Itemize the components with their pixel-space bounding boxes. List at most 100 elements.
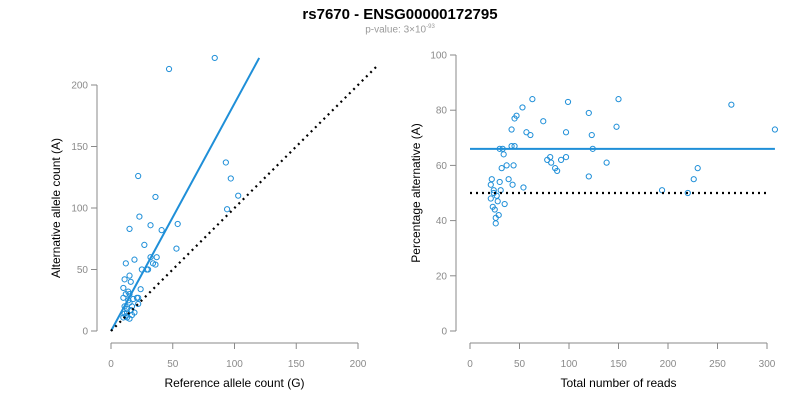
left-data-point <box>120 294 127 301</box>
p-value-exponent: -93 <box>426 24 435 30</box>
left-data-point <box>141 241 148 248</box>
left-data-point <box>147 222 154 229</box>
p-value-text: p-value: 3×10 <box>365 24 427 36</box>
left-y-tick-label: 200 <box>71 81 88 92</box>
left-data-point <box>122 260 129 267</box>
right-data-point <box>694 165 701 172</box>
right-data-point <box>615 96 622 103</box>
left-data-point <box>131 309 138 316</box>
right-data-point <box>496 178 503 186</box>
right-x-axis-title: Total number of reads <box>560 376 676 390</box>
left-data-point <box>223 206 231 213</box>
right-data-point <box>519 104 526 111</box>
right-data-point <box>588 131 595 139</box>
left-data-point <box>173 245 180 252</box>
left-data-point <box>152 193 159 201</box>
left-data-point <box>135 300 142 308</box>
right-x-tick-label: 200 <box>660 359 677 370</box>
left-y-axis-title: Alternative allele count (A) <box>49 138 63 278</box>
right-data-point <box>547 154 554 161</box>
left-x-tick-label: 150 <box>288 359 305 370</box>
right-data-point <box>487 195 494 202</box>
right-x-tick-label: 250 <box>709 359 726 370</box>
left-x-tick-label: 50 <box>167 359 179 370</box>
right-data-point <box>500 151 507 158</box>
left-data-point <box>158 227 165 234</box>
right-data-point <box>490 189 497 197</box>
right-data-point <box>503 162 510 169</box>
right-data-point <box>585 109 592 117</box>
right-data-point <box>771 126 779 133</box>
right-data-point <box>520 184 527 191</box>
right-data-point <box>690 176 697 183</box>
right-data-point <box>684 189 691 197</box>
left-y-tick-label: 50 <box>77 265 89 276</box>
right-data-point <box>505 176 512 183</box>
left-x-axis-title: Reference allele count (G) <box>164 376 304 390</box>
right-data-point <box>529 96 536 103</box>
left-y-tick-label: 150 <box>71 142 88 153</box>
right-data-point <box>613 123 620 130</box>
right-data-point <box>540 118 547 125</box>
left-data-point <box>136 213 143 220</box>
right-x-tick-label: 50 <box>514 359 526 370</box>
right-data-point <box>585 173 592 180</box>
right-data-point <box>492 220 499 227</box>
left-data-point <box>120 284 127 292</box>
left-data-point <box>153 254 160 261</box>
right-data-point <box>564 98 572 106</box>
left-data-point <box>123 305 131 312</box>
right-x-tick-label: 0 <box>467 359 473 370</box>
right-x-tick-label: 100 <box>561 359 578 370</box>
right-y-tick-label: 80 <box>436 106 448 117</box>
left-reference-line <box>110 63 378 332</box>
left-data-point <box>131 256 138 263</box>
left-x-tick-label: 200 <box>350 359 367 370</box>
right-data-point <box>487 181 494 188</box>
left-x-tick-label: 100 <box>226 359 243 370</box>
right-data-point <box>509 181 516 188</box>
left-data-point <box>120 314 127 321</box>
left-data-point <box>174 220 181 228</box>
left-y-tick-label: 0 <box>82 327 88 338</box>
right-data-point <box>554 167 561 175</box>
left-data-point <box>211 54 218 62</box>
right-scatter-panel: 0 20 40 60 80 100 0 50 100 150 200 250 300 Total numb… <box>409 51 779 390</box>
left-data-point <box>152 261 159 268</box>
right-y-tick-label: 100 <box>430 51 447 62</box>
left-data-point <box>227 175 234 182</box>
right-y-tick-label: 20 <box>436 271 448 282</box>
right-data-point <box>728 101 735 108</box>
left-data-point <box>135 294 142 301</box>
right-data-point <box>548 159 555 166</box>
left-data-point <box>126 272 133 279</box>
left-data-point <box>121 276 128 283</box>
right-y-tick-label: 60 <box>436 161 448 172</box>
right-data-point <box>557 156 565 163</box>
right-y-axis-title: Percentage alternative (A) <box>409 123 423 262</box>
left-data-point <box>235 192 242 199</box>
right-data-point <box>513 112 520 119</box>
right-data-point <box>489 203 496 210</box>
right-data-point <box>508 126 515 133</box>
right-data-point <box>494 198 501 205</box>
right-x-tick-label: 300 <box>759 359 776 370</box>
left-data-point <box>126 225 133 233</box>
left-x-tick-label: 0 <box>108 359 114 370</box>
chart-title: rs7670 - ENSG00000172795 <box>302 6 498 23</box>
left-fit-line <box>110 57 261 332</box>
right-data-point <box>490 187 497 194</box>
left-data-point <box>135 172 142 180</box>
left-scatter-panel: 0 50 100 150 200 0 50 100 150 200 Reference allele… <box>49 54 378 390</box>
right-data-point <box>501 200 508 208</box>
right-data-point <box>603 159 610 166</box>
left-y-tick-label: 100 <box>71 204 88 215</box>
right-y-tick-label: 40 <box>436 216 448 227</box>
right-x-tick-label: 150 <box>610 359 627 370</box>
right-data-point <box>510 162 517 169</box>
p-value-subtitle: p-value: 3×10-93 <box>0 24 800 35</box>
left-data-point <box>222 159 229 166</box>
right-data-point <box>527 131 534 139</box>
